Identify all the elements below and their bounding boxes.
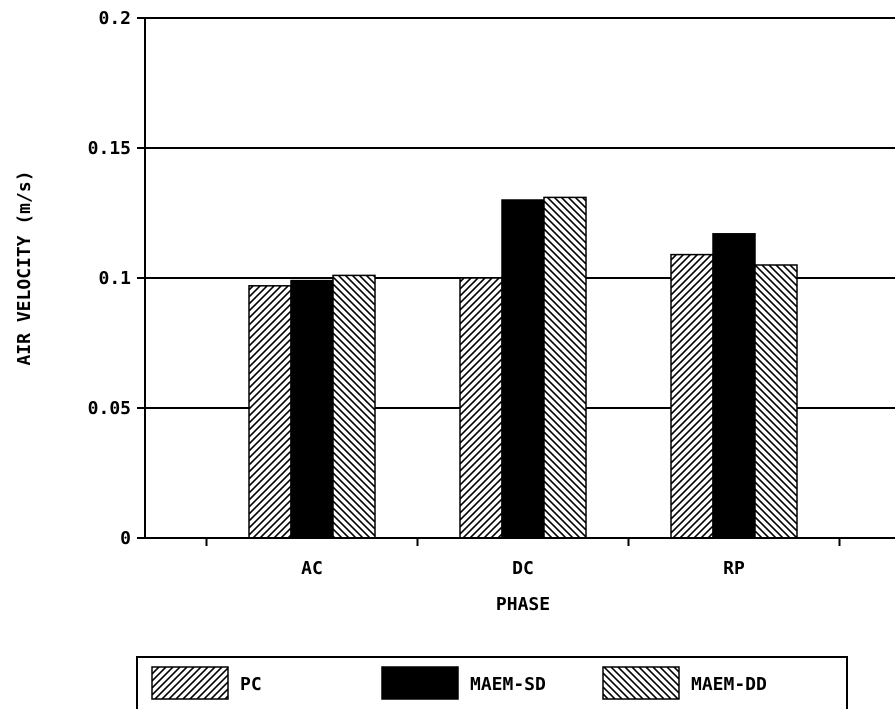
bar-maem-sd-dc [501, 199, 545, 539]
bar-pc-dc [459, 277, 503, 539]
y-tick-label: 0.1 [98, 268, 131, 289]
y-axis-title: AIR VELOCITY (m/s) [14, 170, 35, 365]
y-ticks: 0 0.05 0.1 0.15 0.2 [88, 8, 145, 549]
bar-pc-ac [248, 285, 292, 539]
bar-maem-dd-ac [332, 274, 376, 539]
x-axis-title: PHASE [496, 594, 550, 615]
legend-label-maem-dd: MAEM-DD [691, 674, 767, 695]
bar-maem-dd-rp [754, 264, 798, 539]
y-tick-label: 0.2 [98, 8, 131, 29]
legend-swatch-pc [151, 666, 229, 700]
legend-swatch-maem-sd [381, 666, 459, 700]
legend: PC MAEM-SD MAEM-DD [136, 656, 848, 709]
x-ticks: AC DC RP [205, 538, 841, 579]
x-tick-label: RP [723, 558, 745, 579]
y-tick-label: 0.05 [88, 398, 131, 419]
bar-pc-rp [670, 253, 714, 539]
bars [248, 196, 798, 539]
legend-label-maem-sd: MAEM-SD [470, 674, 546, 695]
y-tick-label: 0.15 [88, 138, 131, 159]
legend-swatch-maem-dd [602, 666, 680, 700]
y-tick-label: 0 [120, 528, 131, 549]
bar-maem-dd-dc [543, 196, 587, 539]
bar-maem-sd-rp [712, 233, 756, 539]
x-tick-label: DC [512, 558, 534, 579]
legend-label-pc: PC [240, 674, 262, 695]
x-tick-label: AC [301, 558, 323, 579]
bar-maem-sd-ac [290, 279, 334, 539]
legend-box [136, 656, 848, 709]
